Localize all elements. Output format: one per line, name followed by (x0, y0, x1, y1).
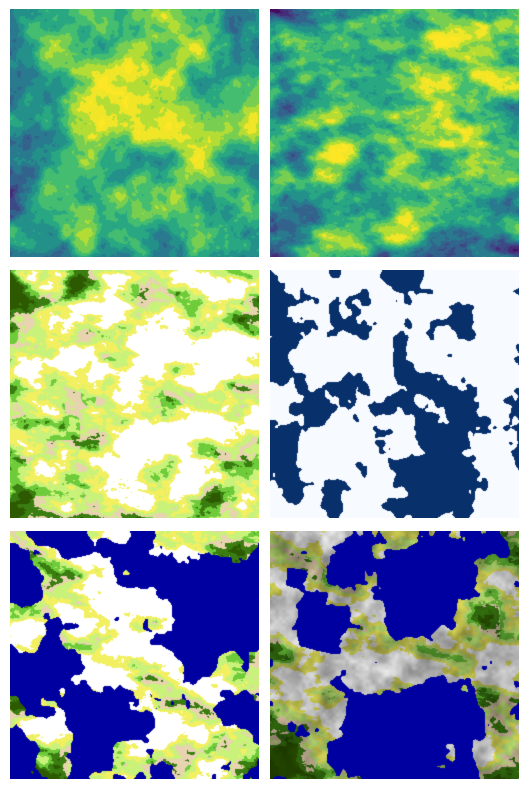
panel-viridis-smooth (10, 9, 259, 257)
panel-land-water-mask (270, 270, 519, 518)
mask-image (270, 270, 519, 518)
heightmap-image (270, 9, 519, 257)
panel-shaded-map (270, 531, 519, 779)
heightmap-image (10, 9, 259, 257)
shaded-map-image (270, 531, 519, 779)
map-image (10, 531, 259, 779)
biome-map-image (10, 270, 259, 518)
panel-biomes-with-ocean (10, 531, 259, 779)
panel-terrain-biomes (10, 270, 259, 518)
panel-viridis-streaked (270, 9, 519, 257)
